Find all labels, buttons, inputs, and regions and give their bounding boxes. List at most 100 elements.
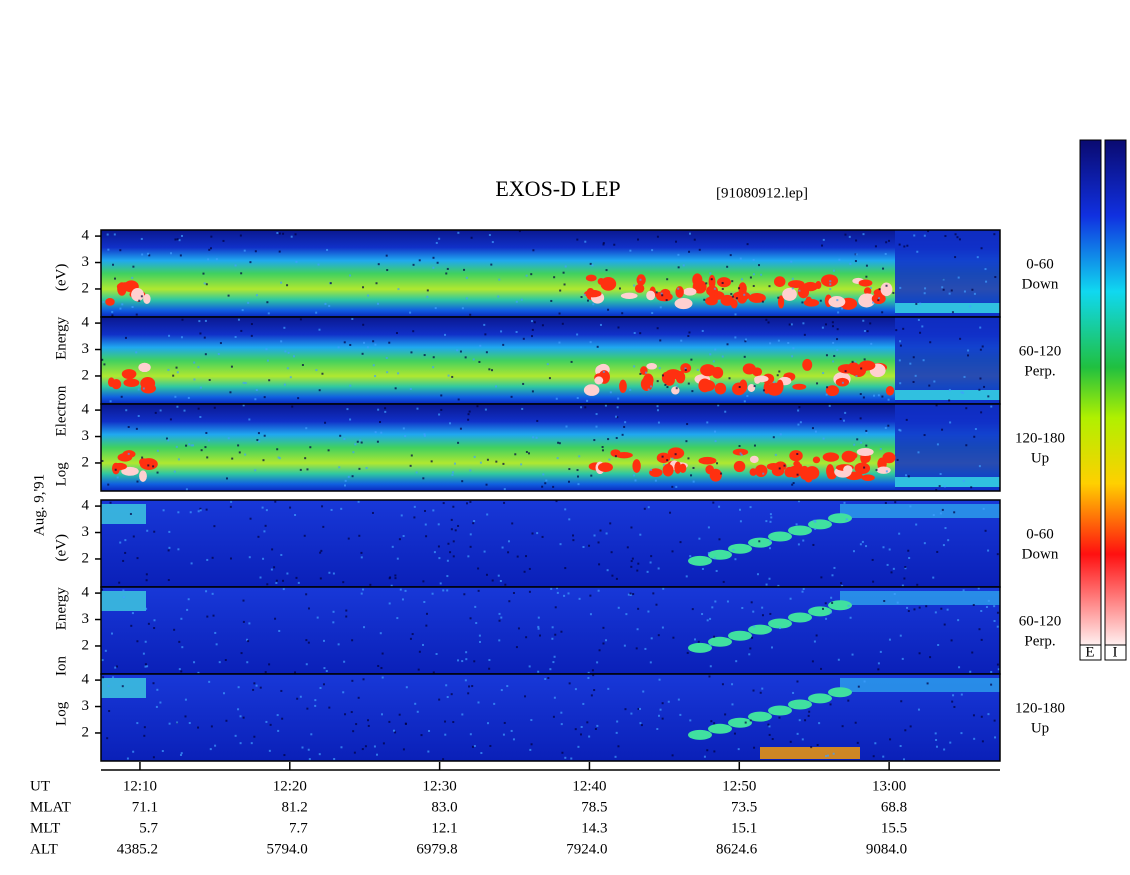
- spectrogram-speckle: [131, 612, 134, 615]
- spectrogram-speckle: [825, 393, 828, 396]
- spectrogram-speckle: [981, 345, 984, 348]
- spectrogram-speckle: [531, 328, 534, 331]
- spectrogram-speckle: [555, 500, 558, 503]
- spectrogram-speckle: [102, 676, 105, 679]
- spectrogram-speckle: [580, 406, 583, 409]
- spectrogram-speckle: [168, 722, 171, 725]
- spectrogram-speckle: [111, 314, 114, 317]
- spectrogram-speckle: [624, 708, 627, 711]
- spectrogram-speckle: [563, 594, 566, 597]
- spectrogram-speckle: [857, 685, 860, 688]
- spectrogram-speckle: [958, 666, 961, 669]
- spectrogram-speckle: [137, 415, 140, 418]
- spectrogram-speckle: [218, 661, 221, 664]
- spectrogram-speckle: [689, 555, 692, 558]
- spectrogram-speckle: [773, 381, 776, 384]
- spectrogram-speckle: [584, 406, 587, 409]
- spectrogram-speckle: [452, 721, 455, 724]
- spectrogram-speckle: [477, 589, 480, 592]
- spectrogram-speckle: [929, 341, 932, 344]
- spectrogram-speckle: [750, 601, 753, 604]
- spectrogram-speckle: [934, 611, 937, 614]
- spectrogram-speckle: [563, 283, 566, 286]
- spectrogram-speckle: [440, 394, 443, 397]
- spectrogram-speckle: [792, 482, 795, 485]
- spectrogram-speckle: [122, 596, 125, 599]
- spectrogram-speckle: [996, 553, 999, 556]
- spectrogram-speckle: [756, 573, 759, 576]
- spectrogram-speckle: [349, 343, 352, 346]
- spectrogram-speckle: [124, 551, 127, 554]
- spectrogram-speckle: [306, 707, 309, 710]
- spectrogram-speckle: [836, 338, 839, 341]
- spectrogram-feature: [728, 630, 752, 641]
- spectrogram-speckle: [731, 280, 734, 283]
- spectrogram-speckle: [902, 327, 905, 330]
- spectrogram-speckle: [589, 341, 592, 344]
- spectrogram-speckle: [592, 674, 595, 677]
- spectrogram-background: [840, 591, 1000, 605]
- spectrogram-speckle: [697, 640, 700, 643]
- spectrogram-speckle: [206, 558, 209, 561]
- spectrogram-speckle: [197, 671, 200, 674]
- spectrogram-speckle: [532, 436, 535, 439]
- spectrogram-speckle: [414, 702, 417, 705]
- spectrogram-speckle: [928, 384, 931, 387]
- spectrogram-speckle: [471, 745, 474, 748]
- spectrogram-speckle: [797, 409, 800, 412]
- spectrogram-speckle: [971, 651, 974, 654]
- spectrogram-speckle: [303, 534, 306, 537]
- spectrogram-speckle: [943, 623, 946, 626]
- spectrogram-speckle: [818, 722, 821, 725]
- spectrogram-speckle: [577, 475, 580, 478]
- spectrogram-speckle: [923, 542, 926, 545]
- spectrogram-speckle: [147, 464, 150, 467]
- spectrogram-feature: [121, 466, 139, 476]
- spectrogram-speckle: [266, 359, 269, 362]
- spectrogram-speckle: [649, 661, 652, 664]
- y-tick-label: 2: [82, 280, 90, 296]
- spectrogram-speckle: [437, 545, 440, 548]
- spectrogram-speckle: [636, 628, 639, 631]
- spectrogram-speckle: [634, 479, 637, 482]
- spectrogram-speckle: [234, 734, 237, 737]
- spectrogram-speckle: [190, 562, 193, 565]
- spectrogram-speckle: [951, 700, 954, 703]
- spectrogram-feature: [766, 462, 781, 471]
- spectrogram-speckle: [377, 302, 380, 305]
- spectrogram-feature: [634, 283, 645, 293]
- spectrogram-speckle: [364, 745, 367, 748]
- spectrogram-speckle: [680, 339, 683, 342]
- spectrogram-speckle: [635, 647, 638, 650]
- spectrogram-feature: [138, 458, 148, 466]
- spectrogram-speckle: [532, 249, 535, 252]
- spectrogram-speckle: [881, 311, 884, 314]
- spectrogram-speckle: [770, 516, 773, 519]
- spectrogram-speckle: [881, 395, 884, 398]
- ephemeris-value: 6979.8: [416, 841, 457, 857]
- spectrogram-speckle: [135, 427, 138, 430]
- spectrogram-speckle: [768, 733, 771, 736]
- spectrogram-speckle: [316, 616, 319, 619]
- spectrogram-speckle: [384, 410, 387, 413]
- spectrogram-speckle: [531, 532, 534, 535]
- spectrogram-speckle: [856, 741, 859, 744]
- spectrogram-speckle: [347, 475, 350, 478]
- spectrogram-speckle: [860, 441, 863, 444]
- spectrogram-speckle: [432, 366, 435, 369]
- spectrogram-speckle: [841, 584, 844, 587]
- spectrogram-feature: [812, 456, 821, 464]
- spectrogram-speckle: [283, 326, 286, 329]
- spectrogram-speckle: [451, 473, 454, 476]
- spectrogram-speckle: [721, 683, 724, 686]
- spectrogram-speckle: [707, 526, 710, 529]
- spectrogram-speckle: [908, 557, 911, 560]
- spectrogram-speckle: [376, 753, 379, 756]
- spectrogram-speckle: [556, 457, 559, 460]
- spectrogram-speckle: [390, 584, 393, 587]
- colorbar-label: E: [1085, 644, 1094, 660]
- spectrogram-speckle: [833, 566, 836, 569]
- spectrogram-background: [101, 678, 146, 698]
- spectrogram-speckle: [363, 341, 366, 344]
- spectrogram-speckle: [990, 405, 993, 408]
